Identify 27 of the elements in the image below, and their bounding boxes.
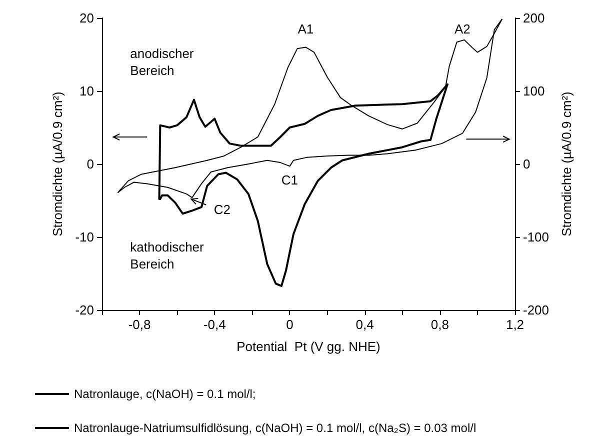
y2-tick-label: -100	[523, 230, 550, 244]
x-tick-label: -0,4	[203, 317, 226, 332]
annotation: kathodischer Bereich	[130, 239, 205, 272]
annotation: anodischer Bereich	[130, 46, 194, 78]
annotation: A2	[454, 21, 470, 36]
y-tick-label: 10	[80, 84, 94, 98]
y-tick-label: 20	[80, 10, 94, 26]
y-axis-title: Stromdichte (µA/0.9 cm²)	[50, 92, 65, 236]
y-tick-label: 0	[86, 156, 94, 172]
y-tick-label: -10	[75, 230, 94, 244]
y2-tick-label: -200	[523, 302, 550, 318]
y2-tick-label: 100	[523, 84, 545, 98]
y2-axis-title: Stromdichte (µA/0.9 cm²)	[558, 92, 574, 236]
y2-tick-label: 0	[523, 156, 530, 172]
y-tick-label: -20	[75, 302, 94, 318]
annotation: A1	[298, 21, 314, 36]
annotation: C2	[214, 202, 230, 217]
legend-label: Natronlauge, c(NaOH) = 0.1 mol/l;	[74, 387, 256, 401]
x-tick-label: -0,8	[128, 317, 151, 332]
annotation: C1	[281, 172, 298, 188]
x-tick-label: 0	[286, 317, 294, 332]
x-tick-label: 0,8	[430, 317, 449, 332]
legend-label: Natronlauge-Natriumsulfidlösung, c(NaOH) = 0.1 mol/l, c(Na₂S) = 0.03 mol/l	[74, 421, 476, 435]
x-tick-label: 0,4	[356, 317, 374, 332]
y2-tick-label: 200	[523, 10, 545, 26]
x-axis-title: Potential Pt (V gg. NHE)	[236, 339, 380, 354]
x-tick-label: 1,2	[506, 317, 524, 332]
